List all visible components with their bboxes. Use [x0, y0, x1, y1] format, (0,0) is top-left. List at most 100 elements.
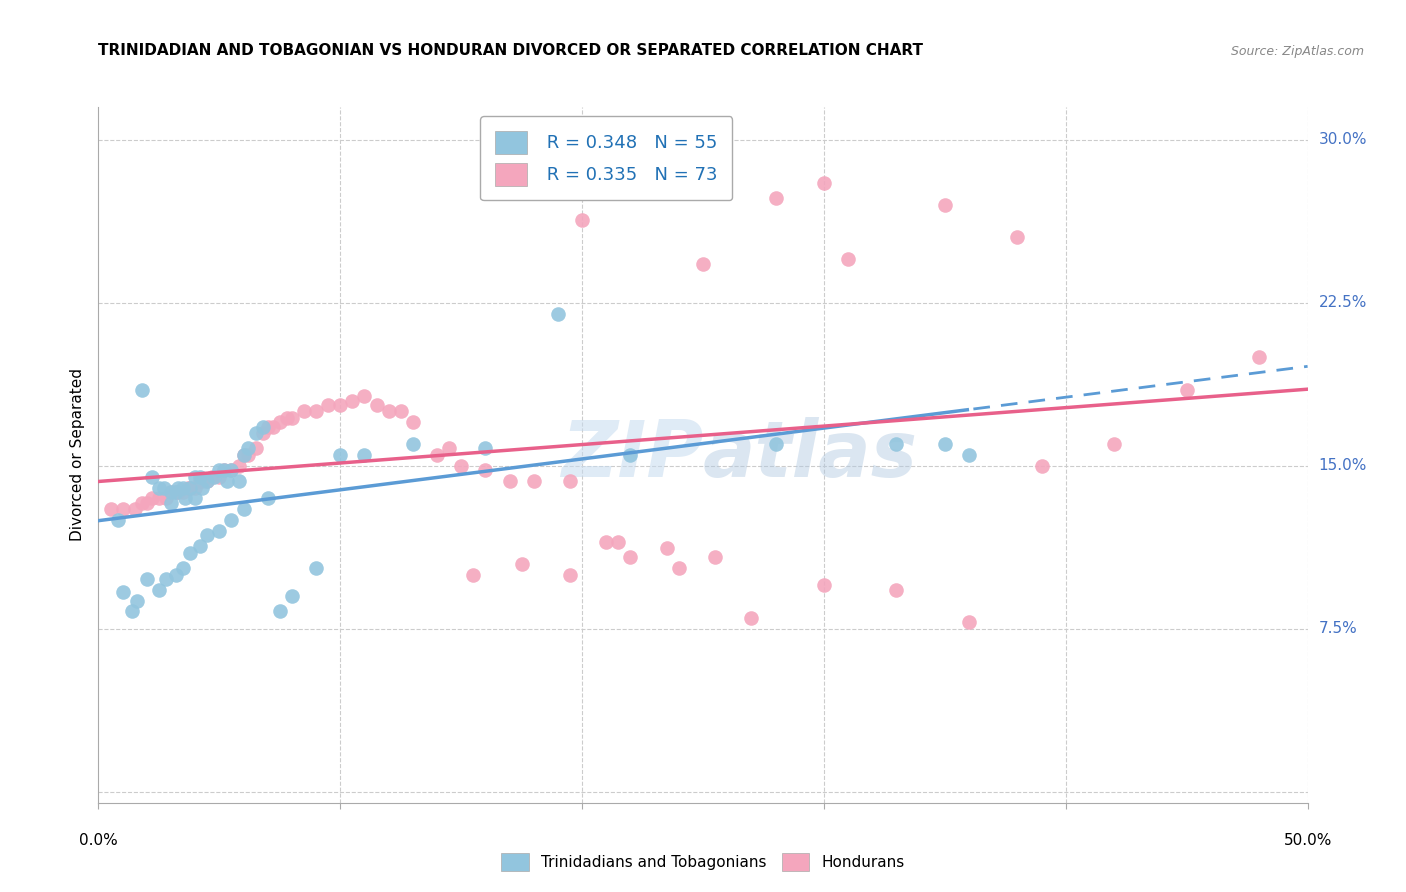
Point — [281, 411, 304, 425]
Point — [184, 481, 207, 495]
Point — [184, 469, 207, 483]
Point — [252, 426, 274, 441]
Point — [188, 539, 211, 553]
Text: 50.0%: 50.0% — [1284, 833, 1331, 848]
Point — [191, 481, 214, 495]
Point — [934, 198, 956, 212]
Point — [353, 389, 375, 403]
Point — [292, 404, 315, 418]
Point — [204, 469, 226, 483]
Point — [172, 481, 194, 495]
Point — [184, 491, 207, 506]
Point — [201, 469, 224, 483]
Point — [172, 484, 194, 499]
Point — [377, 404, 399, 418]
Point — [934, 437, 956, 451]
Text: atlas: atlas — [703, 417, 918, 493]
Point — [232, 448, 254, 462]
Text: ZIP: ZIP — [561, 417, 703, 493]
Point — [221, 463, 243, 477]
Point — [165, 484, 187, 499]
Point — [141, 491, 163, 506]
Point — [510, 557, 533, 571]
Point — [329, 398, 352, 412]
Point — [167, 484, 190, 499]
Point — [607, 534, 630, 549]
Point — [886, 437, 908, 451]
Point — [957, 448, 980, 462]
Point — [148, 582, 170, 597]
Point — [135, 496, 157, 510]
Point — [127, 593, 149, 607]
Point — [256, 491, 278, 506]
Point — [474, 463, 496, 477]
Point — [238, 442, 260, 456]
Point — [135, 572, 157, 586]
Point — [957, 615, 980, 630]
Point — [228, 458, 250, 473]
Text: 30.0%: 30.0% — [1319, 132, 1367, 147]
Point — [558, 474, 581, 488]
Text: 22.5%: 22.5% — [1319, 295, 1367, 310]
Point — [111, 502, 134, 516]
Point — [450, 458, 472, 473]
Point — [619, 550, 641, 565]
Point — [547, 307, 569, 321]
Point — [160, 484, 183, 499]
Point — [740, 611, 762, 625]
Point — [342, 393, 364, 408]
Point — [165, 567, 187, 582]
Point — [245, 426, 267, 441]
Point — [160, 496, 183, 510]
Point — [305, 404, 328, 418]
Point — [765, 437, 787, 451]
Point — [212, 463, 235, 477]
Point — [100, 502, 122, 516]
Point — [215, 474, 238, 488]
Point — [305, 561, 328, 575]
Point — [188, 474, 211, 488]
Point — [195, 474, 218, 488]
Point — [256, 419, 278, 434]
Text: TRINIDADIAN AND TOBAGONIAN VS HONDURAN DIVORCED OR SEPARATED CORRELATION CHART: TRINIDADIAN AND TOBAGONIAN VS HONDURAN D… — [98, 43, 924, 58]
Point — [1007, 230, 1029, 244]
Point — [252, 419, 274, 434]
Point — [1102, 437, 1125, 451]
Point — [238, 448, 260, 462]
Point — [1175, 383, 1198, 397]
Point — [174, 491, 197, 506]
Point — [704, 550, 727, 565]
Point — [498, 474, 520, 488]
Point — [212, 463, 235, 477]
Point — [245, 442, 267, 456]
Point — [221, 463, 243, 477]
Point — [886, 582, 908, 597]
Point — [131, 383, 153, 397]
Point — [148, 491, 170, 506]
Point — [558, 567, 581, 582]
Point — [121, 605, 143, 619]
Point — [353, 448, 375, 462]
Point — [1249, 350, 1271, 364]
Point — [269, 605, 291, 619]
Point — [160, 484, 183, 499]
Point — [474, 442, 496, 456]
Point — [111, 585, 134, 599]
Point — [208, 524, 231, 538]
Point — [167, 481, 190, 495]
Point — [668, 561, 690, 575]
Text: 7.5%: 7.5% — [1319, 622, 1357, 636]
Point — [195, 528, 218, 542]
Point — [619, 448, 641, 462]
Point — [389, 404, 412, 418]
Point — [813, 176, 835, 190]
Point — [402, 437, 425, 451]
Point — [221, 513, 243, 527]
Point — [281, 589, 304, 603]
Point — [179, 481, 201, 495]
Point — [195, 474, 218, 488]
Point — [179, 481, 201, 495]
Point — [523, 474, 546, 488]
Point — [463, 567, 485, 582]
Point — [155, 572, 177, 586]
